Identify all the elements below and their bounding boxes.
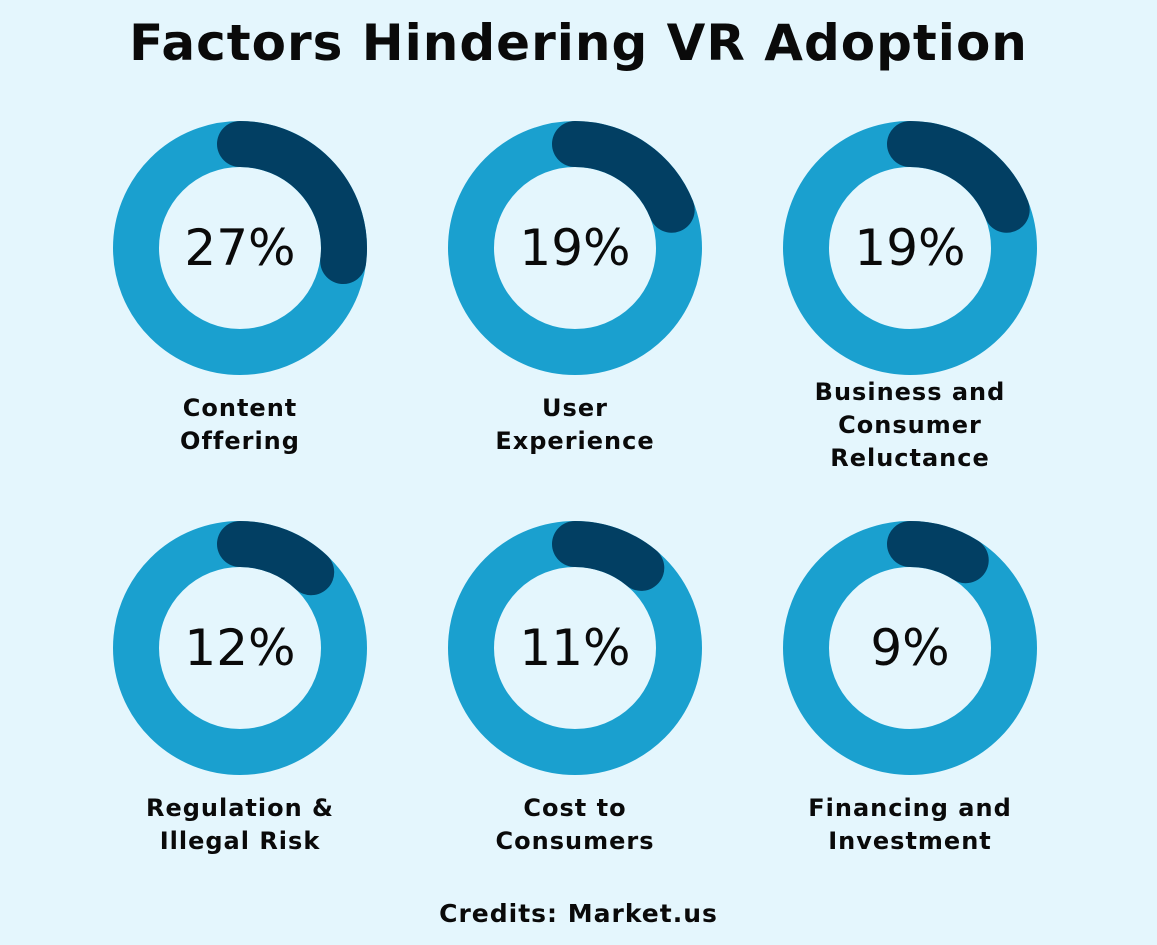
donut-segment xyxy=(552,121,695,233)
category-label: Cost to Consumers xyxy=(495,794,655,855)
donut-segment xyxy=(217,121,367,285)
value-label: 27% xyxy=(184,219,295,277)
donut-chart: 19% xyxy=(445,118,705,378)
value-label: 9% xyxy=(870,619,949,677)
value-label: 19% xyxy=(854,219,965,277)
value-label: 19% xyxy=(519,219,630,277)
donut-segment xyxy=(217,521,335,596)
donut-chart: 11% xyxy=(445,518,705,778)
value-label: 12% xyxy=(184,619,295,677)
credits: Credits: Market.us xyxy=(439,899,718,928)
category-label: Content Offering xyxy=(180,394,300,455)
category-label: Business and Consumer Reluctance xyxy=(814,378,1006,472)
value-label: 11% xyxy=(519,619,630,677)
chart-title: Factors Hindering VR Adoption xyxy=(129,14,1028,72)
category-label: Financing and Investment xyxy=(808,794,1012,855)
donut-chart: 9% xyxy=(780,518,1040,778)
donut-segment xyxy=(887,521,989,584)
donut-chart: 12% xyxy=(110,518,370,778)
donut-chart: 27% xyxy=(110,118,370,378)
donut-chart: 19% xyxy=(780,118,1040,378)
donut-segment xyxy=(887,121,1030,233)
category-label: Regulation & Illegal Risk xyxy=(145,794,334,855)
donut-segment xyxy=(552,521,665,591)
category-label: User Experience xyxy=(495,394,655,455)
